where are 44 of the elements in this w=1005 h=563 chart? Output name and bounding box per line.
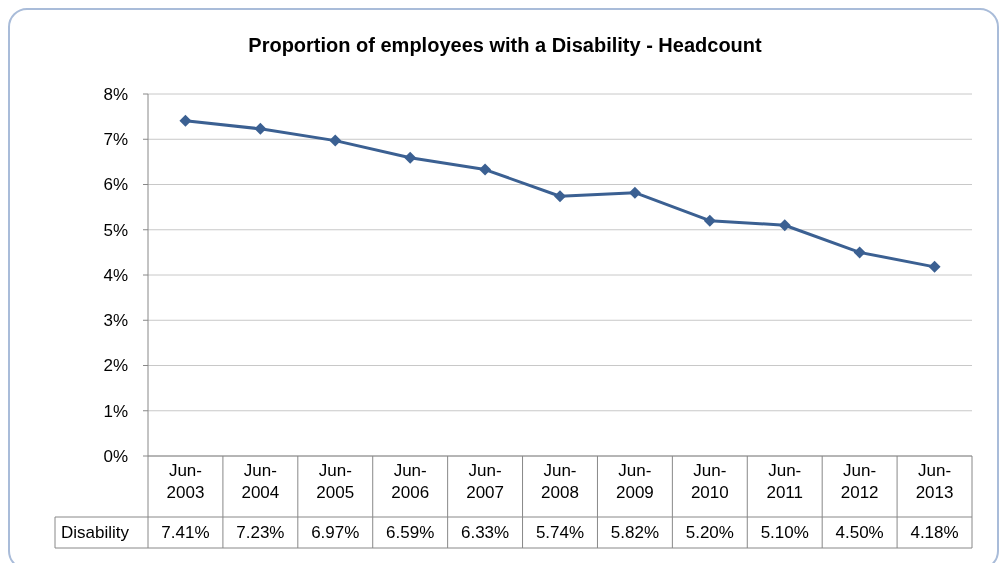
y-tick-label: 7% [103,130,128,150]
x-tick-label: Jun-2013 [915,461,954,502]
point [479,163,492,176]
data-label: 5.74% [535,523,585,543]
x-tick-label: Jun-2011 [766,461,804,502]
x-tick-label: Jun-2010 [690,461,729,502]
y-tick-label: 8% [103,84,128,104]
point [179,114,192,127]
y-tick-label: 1% [103,401,128,421]
data-label: 4.50% [835,523,884,543]
data-label: 7.41% [161,523,210,543]
data-label: 4.18% [910,523,959,543]
point [628,186,641,199]
y-tick-label: 6% [103,175,128,195]
x-tick-label: Jun-2007 [466,461,504,502]
data-label: 6.97% [311,523,360,543]
point [404,151,417,164]
x-tick-label: Jun-2012 [840,461,879,502]
point [554,190,566,203]
y-tick-label: 5% [103,220,128,240]
data-label: 6.33% [460,523,510,543]
y-tick-label: 3% [103,311,128,331]
data-label: 5.20% [685,523,734,543]
x-tick-label: Jun-2004 [241,461,280,502]
point [703,214,716,227]
y-tick-label: 0% [103,446,128,466]
text: Disability [61,523,130,543]
point [853,246,866,259]
x-tick-label: Jun-2006 [391,461,430,502]
point [329,134,342,147]
x-tick-label: Jun-2005 [316,461,355,502]
y-tick-label: 4% [103,265,128,285]
x-tick-label: Jun-2008 [541,461,579,502]
point [254,122,267,135]
data-label: 5.10% [760,523,809,543]
x-tick-label: Jun-2009 [616,461,654,502]
chart-title: Proportion of employees with a Disability - Headcount [248,34,763,56]
point [778,219,791,232]
x-tick-label: Jun-2003 [166,461,205,502]
data-label: 6.59% [386,523,435,543]
point [928,260,941,273]
data-label: 7.23% [236,523,285,543]
data-label: 5.82% [610,523,660,543]
y-tick-label: 2% [103,356,128,376]
